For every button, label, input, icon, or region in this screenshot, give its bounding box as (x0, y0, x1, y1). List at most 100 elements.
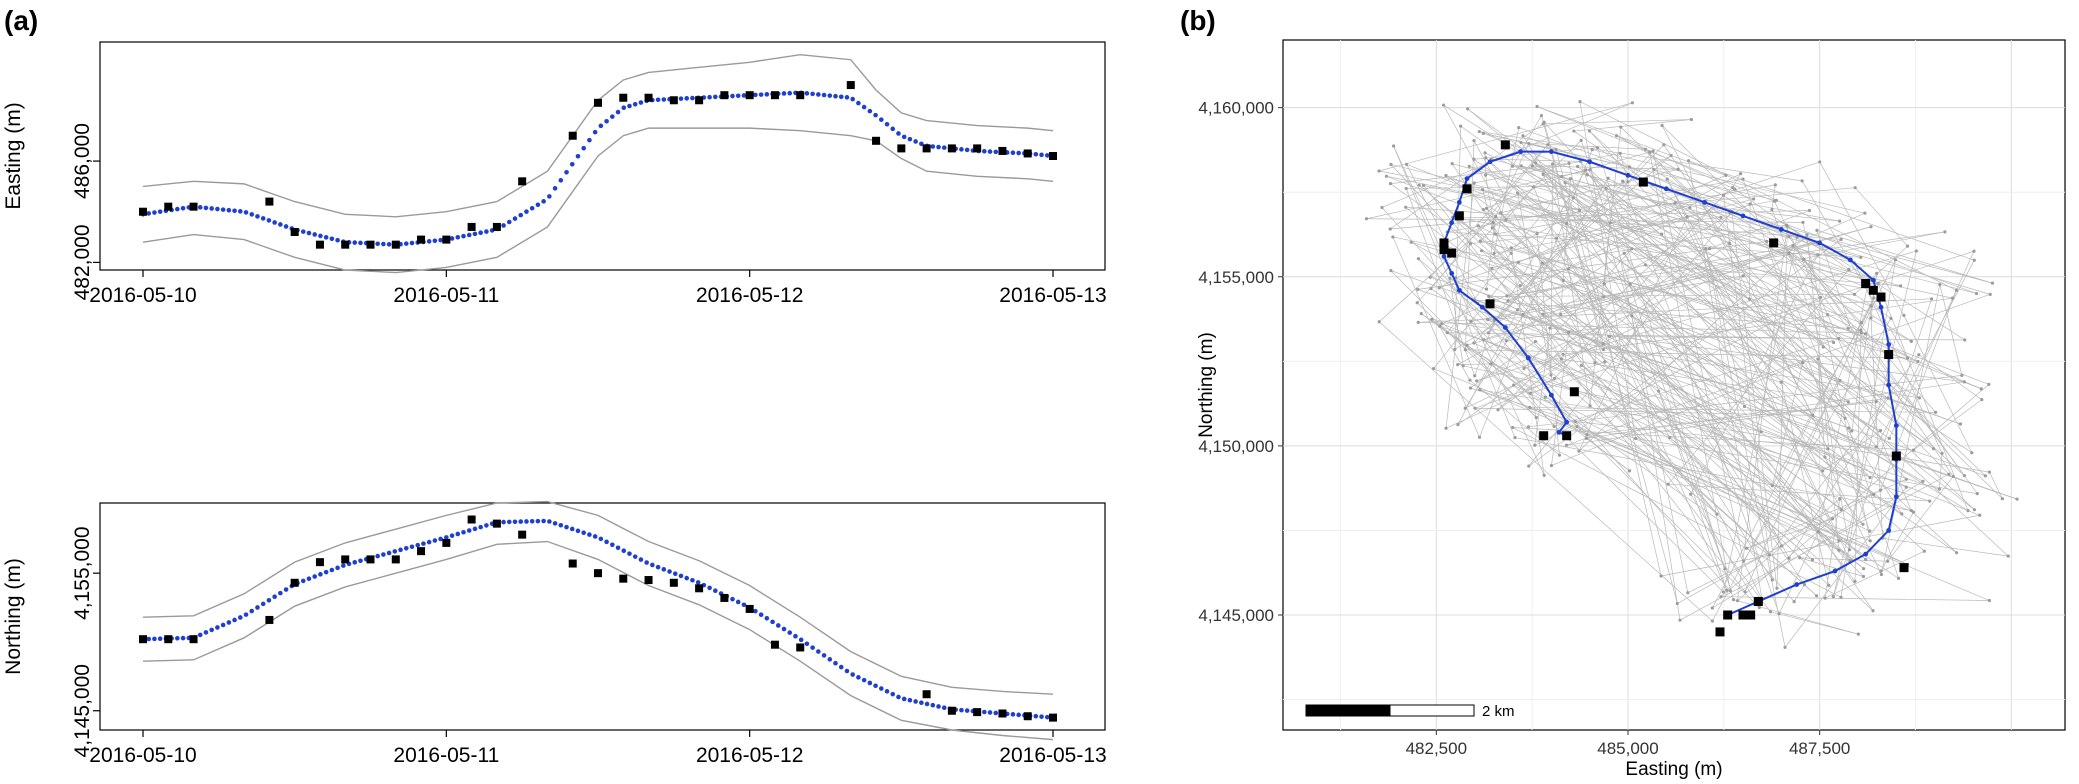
raw-track-segment (1565, 182, 1879, 284)
fit-dot (449, 533, 455, 538)
raw-location-point (1802, 583, 1807, 587)
raw-location-point (1972, 258, 1976, 262)
raw-location-point (1484, 156, 1488, 160)
observation-point (644, 93, 653, 102)
fit-dot (318, 572, 323, 577)
raw-track-segment (1679, 473, 1950, 621)
raw-location-point (1572, 129, 1576, 133)
raw-location-point (1818, 160, 1822, 164)
fit-dot (197, 632, 203, 638)
raw-location-point (1744, 546, 1749, 550)
raw-track-segment (1816, 230, 1993, 284)
fitted-track-point (1870, 277, 1876, 283)
fit-dot (913, 699, 918, 704)
raw-location-point (1779, 380, 1783, 384)
raw-track-segment (1712, 380, 1841, 622)
fit-dot (266, 218, 272, 223)
raw-location-point (1583, 168, 1588, 172)
raw-track-segment (1645, 264, 1901, 287)
x-tick-label: 2016-05-12 (696, 744, 803, 767)
raw-track-segment (1491, 198, 1754, 269)
fit-dot (610, 114, 615, 119)
raw-location-point (1468, 378, 1472, 382)
fit-dot (529, 519, 535, 524)
raw-location-point (1723, 567, 1727, 571)
panel-label-a: (a) (4, 5, 38, 36)
raw-location-point (1456, 363, 1460, 367)
raw-location-point (1534, 415, 1538, 420)
raw-location-point (1472, 341, 1476, 345)
raw-location-point (1752, 197, 1756, 201)
fit-dot (323, 235, 329, 240)
raw-location-point (1859, 328, 1863, 332)
x-tick-label: 482,500 (1406, 739, 1467, 758)
fitted-track-point (1832, 568, 1838, 574)
raw-location-point (1721, 193, 1726, 197)
raw-location-point (1704, 246, 1708, 251)
fit-dot (621, 105, 627, 111)
fit-dot (386, 242, 392, 247)
fit-dot (352, 240, 358, 245)
fit-dot (237, 615, 243, 620)
raw-track-segment (1533, 186, 1606, 362)
fit-dot (987, 710, 993, 715)
raw-location-point (1465, 343, 1469, 347)
raw-location-point (1863, 332, 1867, 336)
raw-location-point (1478, 388, 1482, 392)
raw-location-point (1864, 557, 1868, 562)
raw-track-segment (1799, 557, 1888, 562)
fit-dot (581, 145, 586, 151)
raw-location-point (1928, 499, 1932, 503)
fit-dot (713, 94, 718, 100)
raw-location-point (1384, 174, 1389, 178)
raw-track-segment (1635, 438, 1978, 494)
observation-point (947, 706, 956, 715)
fit-dot (684, 575, 690, 581)
raw-track-segment (1652, 151, 1744, 562)
fit-dot (249, 608, 255, 614)
fit-dot (552, 186, 558, 191)
raw-location-point (1821, 345, 1825, 349)
fitted-track-point (1556, 429, 1562, 435)
raw-location-point (1748, 202, 1752, 206)
raw-location-point (1564, 443, 1569, 447)
raw-location-point (1541, 122, 1545, 126)
raw-location-point (1821, 469, 1825, 473)
raw-location-point (1429, 287, 1433, 291)
fit-dot (581, 530, 586, 536)
observation-point (669, 578, 678, 587)
fit-dot (627, 103, 632, 109)
raw-location-point (1491, 220, 1495, 225)
raw-location-point (1614, 134, 1619, 138)
raw-location-point (1608, 221, 1612, 225)
fit-dot (512, 519, 518, 525)
fit-dot (432, 538, 438, 543)
raw-location-point (1916, 359, 1920, 364)
raw-location-point (1487, 294, 1491, 299)
observation-point (720, 593, 729, 602)
fit-dot (587, 137, 592, 143)
fit-dot (884, 689, 890, 694)
x-tick-label: 2016-05-11 (393, 284, 499, 307)
fit-dot (312, 232, 317, 237)
raw-track-segment (1441, 323, 1914, 513)
raw-location-point (1816, 253, 1820, 257)
raw-track-segment (1792, 245, 1965, 476)
raw-track-segment (1629, 283, 1762, 433)
fitted-track-point (1878, 304, 1884, 310)
fitted-track-point (1794, 582, 1800, 587)
observation-point (341, 555, 350, 564)
raw-location-point (1534, 161, 1538, 165)
fit-dot (867, 108, 873, 114)
raw-track-segment (1592, 149, 1865, 214)
fit-dot (237, 209, 243, 214)
raw-track-segment (1491, 267, 1604, 350)
fit-dot (415, 542, 421, 548)
fit-dot (466, 232, 472, 238)
raw-location-point (1648, 150, 1652, 154)
raw-location-point (1643, 147, 1648, 151)
raw-location-point (1688, 206, 1692, 210)
raw-location-point (1805, 233, 1809, 237)
raw-location-point (1886, 396, 1890, 400)
raw-location-point (1972, 508, 1977, 512)
